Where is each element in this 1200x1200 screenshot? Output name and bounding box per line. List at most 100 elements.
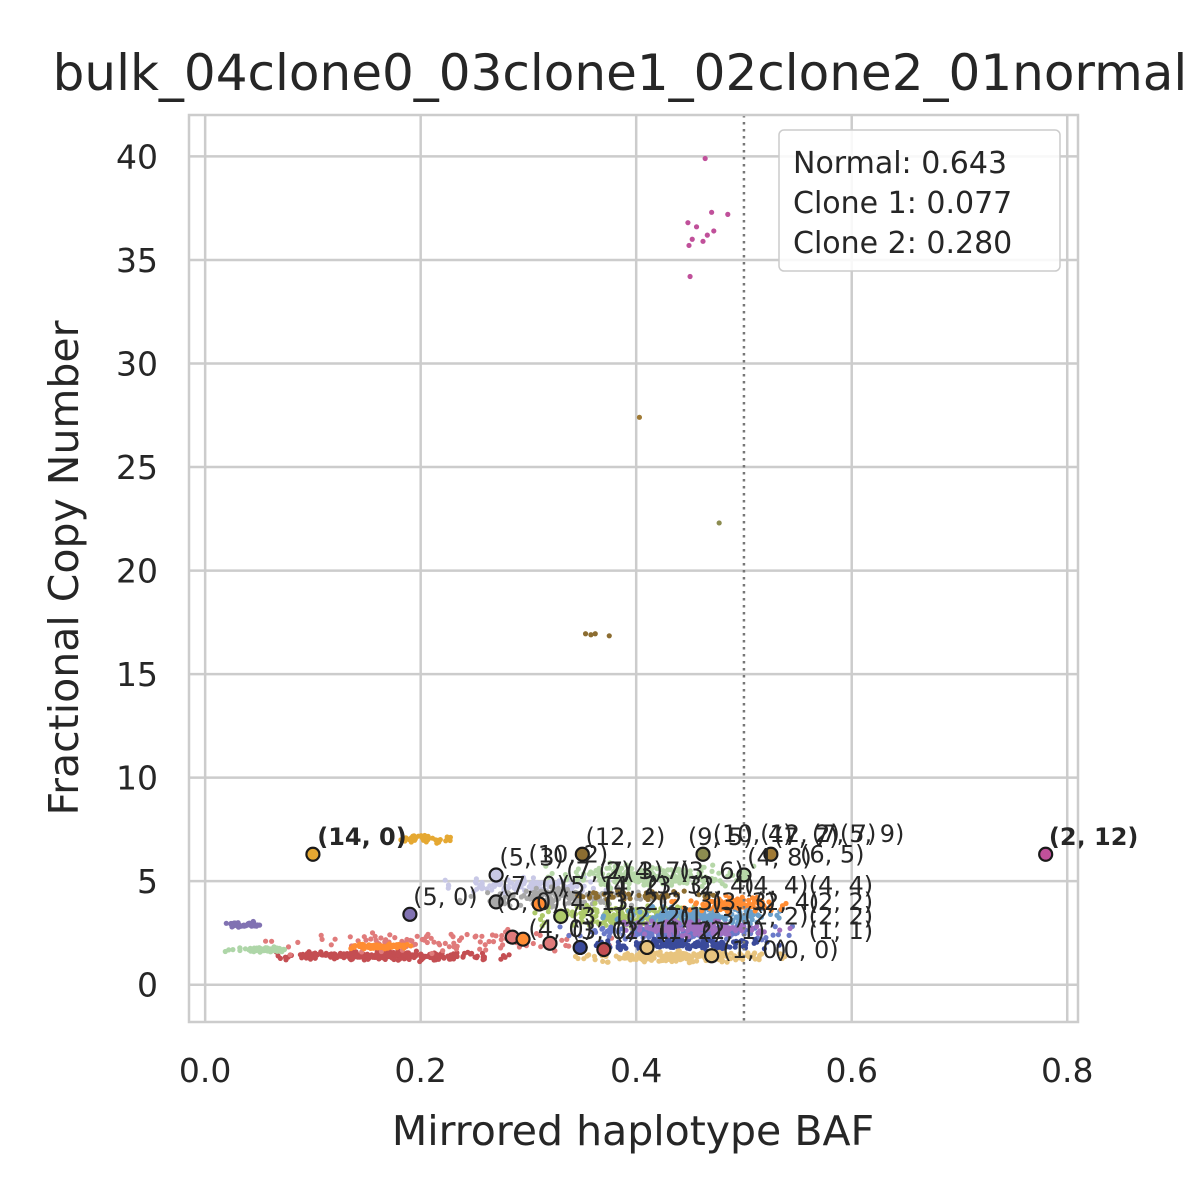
data-point [636, 892, 642, 899]
data-point [712, 918, 719, 924]
overlap-label: (2, 2) [744, 903, 809, 931]
overlap-label: (2, 1) [615, 917, 680, 945]
data-point [699, 953, 705, 959]
data-point [469, 950, 475, 956]
data-point [485, 890, 491, 896]
data-point [609, 914, 615, 920]
data-point [572, 896, 578, 902]
data-point [534, 879, 540, 886]
data-point [695, 908, 701, 914]
data-point [594, 873, 600, 879]
data-point [400, 942, 406, 948]
y-tick-label: 15 [116, 655, 158, 694]
data-point [665, 867, 671, 873]
data-point [737, 909, 743, 915]
data-point [593, 867, 599, 874]
data-point [688, 959, 694, 965]
data-point [671, 913, 677, 919]
data-point [685, 954, 691, 960]
overlap-label: (4, 1) [561, 888, 626, 916]
data-point [656, 958, 662, 964]
centroid-marker [572, 939, 588, 956]
centroid-marker [1038, 846, 1054, 862]
outlier-point [636, 414, 643, 420]
data-point [538, 944, 544, 950]
data-point [543, 881, 549, 887]
overlap-label: (4, 2) [604, 872, 669, 900]
data-point [701, 864, 707, 870]
data-point [619, 944, 625, 950]
data-point [332, 954, 338, 960]
centroid-label: (4, 8) [747, 844, 812, 872]
data-point [539, 923, 545, 929]
data-point [621, 872, 628, 878]
data-point [287, 952, 293, 958]
data-point [660, 943, 666, 949]
data-point [656, 952, 662, 958]
data-point [750, 895, 756, 901]
data-point [243, 923, 249, 929]
data-point [250, 922, 256, 929]
data-point [716, 896, 722, 902]
data-point [732, 953, 738, 959]
data-point [677, 873, 683, 879]
data-point [668, 882, 675, 888]
data-point [632, 871, 638, 877]
data-point [691, 880, 697, 886]
data-point [639, 916, 645, 922]
data-point [631, 956, 637, 962]
data-point [766, 899, 772, 905]
data-point [584, 905, 590, 911]
overlap-label: (1, 0) [722, 936, 787, 964]
centroid-marker [542, 935, 558, 951]
data-point [607, 860, 613, 866]
data-point [533, 931, 540, 937]
data-point [442, 940, 448, 947]
outlier-point [687, 273, 693, 280]
data-point [723, 921, 729, 927]
data-point [451, 944, 457, 950]
data-point [447, 837, 453, 844]
data-point [694, 958, 700, 964]
data-point [556, 878, 562, 884]
data-point [555, 885, 562, 891]
data-point [446, 944, 452, 950]
data-point [649, 918, 655, 924]
data-point [754, 899, 760, 905]
data-point [477, 884, 483, 890]
y-tick-label: 10 [116, 759, 158, 798]
data-point [486, 938, 492, 945]
data-point [353, 952, 359, 958]
data-point [629, 931, 635, 938]
data-point [748, 925, 755, 931]
data-point [649, 904, 656, 910]
data-point [646, 877, 652, 883]
data-point [489, 887, 495, 893]
data-point [629, 875, 635, 881]
data-point [677, 880, 683, 886]
data-point [728, 956, 734, 962]
data-point [673, 878, 679, 884]
data-point [222, 948, 228, 955]
data-point [566, 933, 572, 939]
data-point [616, 874, 622, 880]
data-point [772, 924, 778, 930]
data-point [522, 878, 528, 885]
data-point [387, 932, 393, 938]
data-point [530, 875, 537, 881]
data-point [639, 871, 645, 877]
overlap-label: (2, 2) [809, 903, 874, 931]
data-point [545, 909, 552, 915]
data-point [604, 928, 610, 934]
data-point [577, 933, 583, 939]
overlap-label: (5, 1) [561, 872, 626, 900]
overlap-label: (4, 4) [809, 872, 874, 900]
data-point [718, 902, 724, 908]
data-point [681, 955, 687, 961]
data-point [742, 942, 749, 948]
data-point [764, 939, 770, 945]
data-point [267, 949, 274, 955]
data-point [332, 936, 338, 942]
data-point [710, 892, 717, 898]
data-point [683, 871, 689, 877]
